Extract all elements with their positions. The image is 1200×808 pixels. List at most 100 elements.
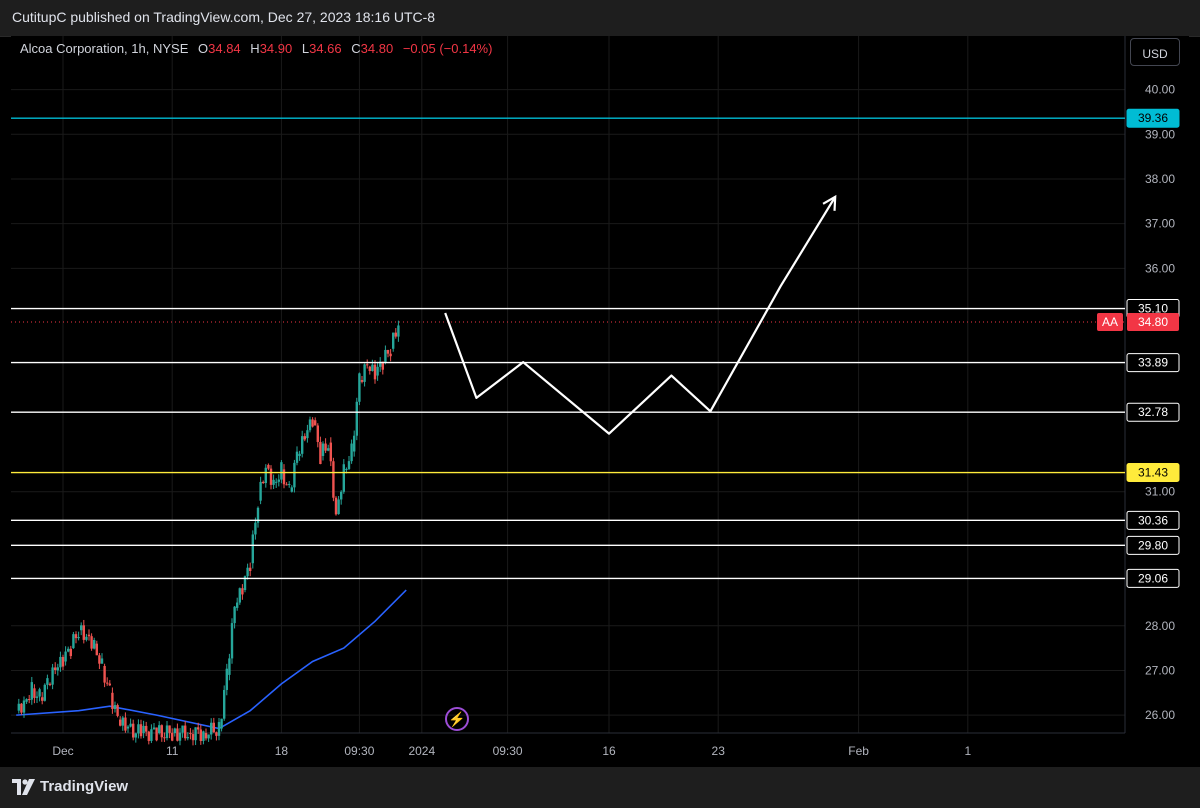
candle-body xyxy=(251,534,254,564)
footer-bar: TradingView xyxy=(0,767,1200,808)
level-badge-label: 29.80 xyxy=(1138,538,1168,552)
candle-body xyxy=(126,726,130,729)
candle-body xyxy=(186,737,189,739)
x-tick-label: Dec xyxy=(52,744,73,758)
open-value: 34.84 xyxy=(208,41,241,56)
last-price-badge xyxy=(1127,312,1179,331)
candle-body xyxy=(272,479,275,485)
candle-body xyxy=(74,634,78,639)
candle-body xyxy=(366,364,369,366)
candle-body xyxy=(72,634,75,649)
candle-body xyxy=(363,364,366,382)
candle-body xyxy=(111,692,114,709)
candle-body xyxy=(171,732,174,741)
candle-body xyxy=(259,481,262,501)
candle-body xyxy=(191,734,195,741)
candle-body xyxy=(220,718,223,729)
candle-body xyxy=(173,728,176,733)
candle-body xyxy=(355,401,358,436)
candle-body xyxy=(80,625,83,631)
candle-body xyxy=(256,507,260,523)
candle-body xyxy=(116,705,119,716)
candle-body xyxy=(277,479,280,482)
candle-body xyxy=(314,420,317,426)
candle-body xyxy=(82,625,85,640)
candle-body xyxy=(254,522,257,535)
candle-body xyxy=(327,448,330,451)
candle-body xyxy=(139,724,143,737)
candle-body xyxy=(228,658,231,675)
candle-body xyxy=(202,731,205,741)
y-tick-label: 38.00 xyxy=(1145,172,1175,186)
price-chart[interactable]: 40.00 39.00 38.00 37.00 36.00 31.00 28.00 27.00… xyxy=(11,36,1189,767)
candle-body xyxy=(59,656,62,668)
candle-body xyxy=(145,725,148,732)
candle-body xyxy=(69,648,72,657)
candle-body xyxy=(48,683,52,685)
x-tick-label: Feb xyxy=(848,744,869,758)
close-label: C xyxy=(351,41,361,56)
candle-body xyxy=(181,725,184,733)
candle-body xyxy=(108,683,111,686)
candle-body xyxy=(93,639,96,649)
tradingview-brand[interactable]: TradingView xyxy=(40,778,129,795)
level-badge-label: 32.78 xyxy=(1138,405,1168,419)
candle-body xyxy=(238,588,241,603)
chart-area[interactable]: 40.00 39.00 38.00 37.00 36.00 31.00 28.00 27.00… xyxy=(11,36,1189,767)
candle-body xyxy=(384,349,387,363)
candle-body xyxy=(295,451,299,463)
level-badge-label: 31.43 xyxy=(1138,466,1168,480)
candle-body xyxy=(103,665,106,683)
candle-body xyxy=(197,727,200,730)
y-tick-label: 31.00 xyxy=(1145,485,1175,499)
candle-body xyxy=(163,737,166,739)
candle-body xyxy=(394,332,397,337)
projection-arrowhead xyxy=(822,194,837,211)
candle-body xyxy=(298,453,301,456)
candle-body xyxy=(243,576,247,591)
lightning-icon[interactable]: ⚡ xyxy=(445,707,469,731)
high-label: H xyxy=(250,41,260,56)
candle-body xyxy=(189,733,192,735)
y-tick-label: 26.00 xyxy=(1145,708,1175,722)
candle-body xyxy=(293,462,296,488)
candle-body xyxy=(204,733,208,739)
candle-body xyxy=(176,728,179,741)
tradingview-logo-icon[interactable] xyxy=(12,777,36,797)
candle-body xyxy=(301,436,304,454)
candle-body xyxy=(184,725,187,739)
level-badge xyxy=(1126,402,1180,422)
moving-average-line xyxy=(16,589,407,730)
level-badge-label: 29.06 xyxy=(1138,571,1168,585)
candle-body xyxy=(308,419,312,431)
candle-body xyxy=(316,425,319,442)
candle-body xyxy=(129,723,132,727)
candle-body xyxy=(340,491,343,500)
candle-body xyxy=(35,696,39,698)
currency-button[interactable]: USD xyxy=(1130,38,1180,66)
candle-body xyxy=(98,655,101,664)
level-badge xyxy=(1126,568,1180,588)
candle-body xyxy=(95,643,98,656)
candle-body xyxy=(207,734,210,739)
candle-body xyxy=(38,689,41,697)
candle-body xyxy=(150,729,153,741)
candle-body xyxy=(106,682,109,684)
candle-body xyxy=(386,349,390,354)
candle-body xyxy=(77,636,80,639)
high-value: 34.90 xyxy=(259,41,293,56)
candle-body xyxy=(87,634,91,637)
candle-body xyxy=(22,700,26,713)
candle-body xyxy=(33,688,36,698)
level-badge-label: 39.36 xyxy=(1138,111,1168,125)
level-badge xyxy=(1126,510,1180,530)
x-tick-label: 09:30 xyxy=(493,744,523,758)
candle-body xyxy=(28,699,31,701)
y-tick-label: 27.00 xyxy=(1145,663,1175,677)
candle-body xyxy=(25,699,28,702)
candle-body xyxy=(353,435,356,452)
level-badge-label: 33.89 xyxy=(1138,356,1168,370)
candle-body xyxy=(215,732,218,736)
symbol-badge-label: AA xyxy=(1102,315,1118,329)
candle-body xyxy=(319,441,322,465)
